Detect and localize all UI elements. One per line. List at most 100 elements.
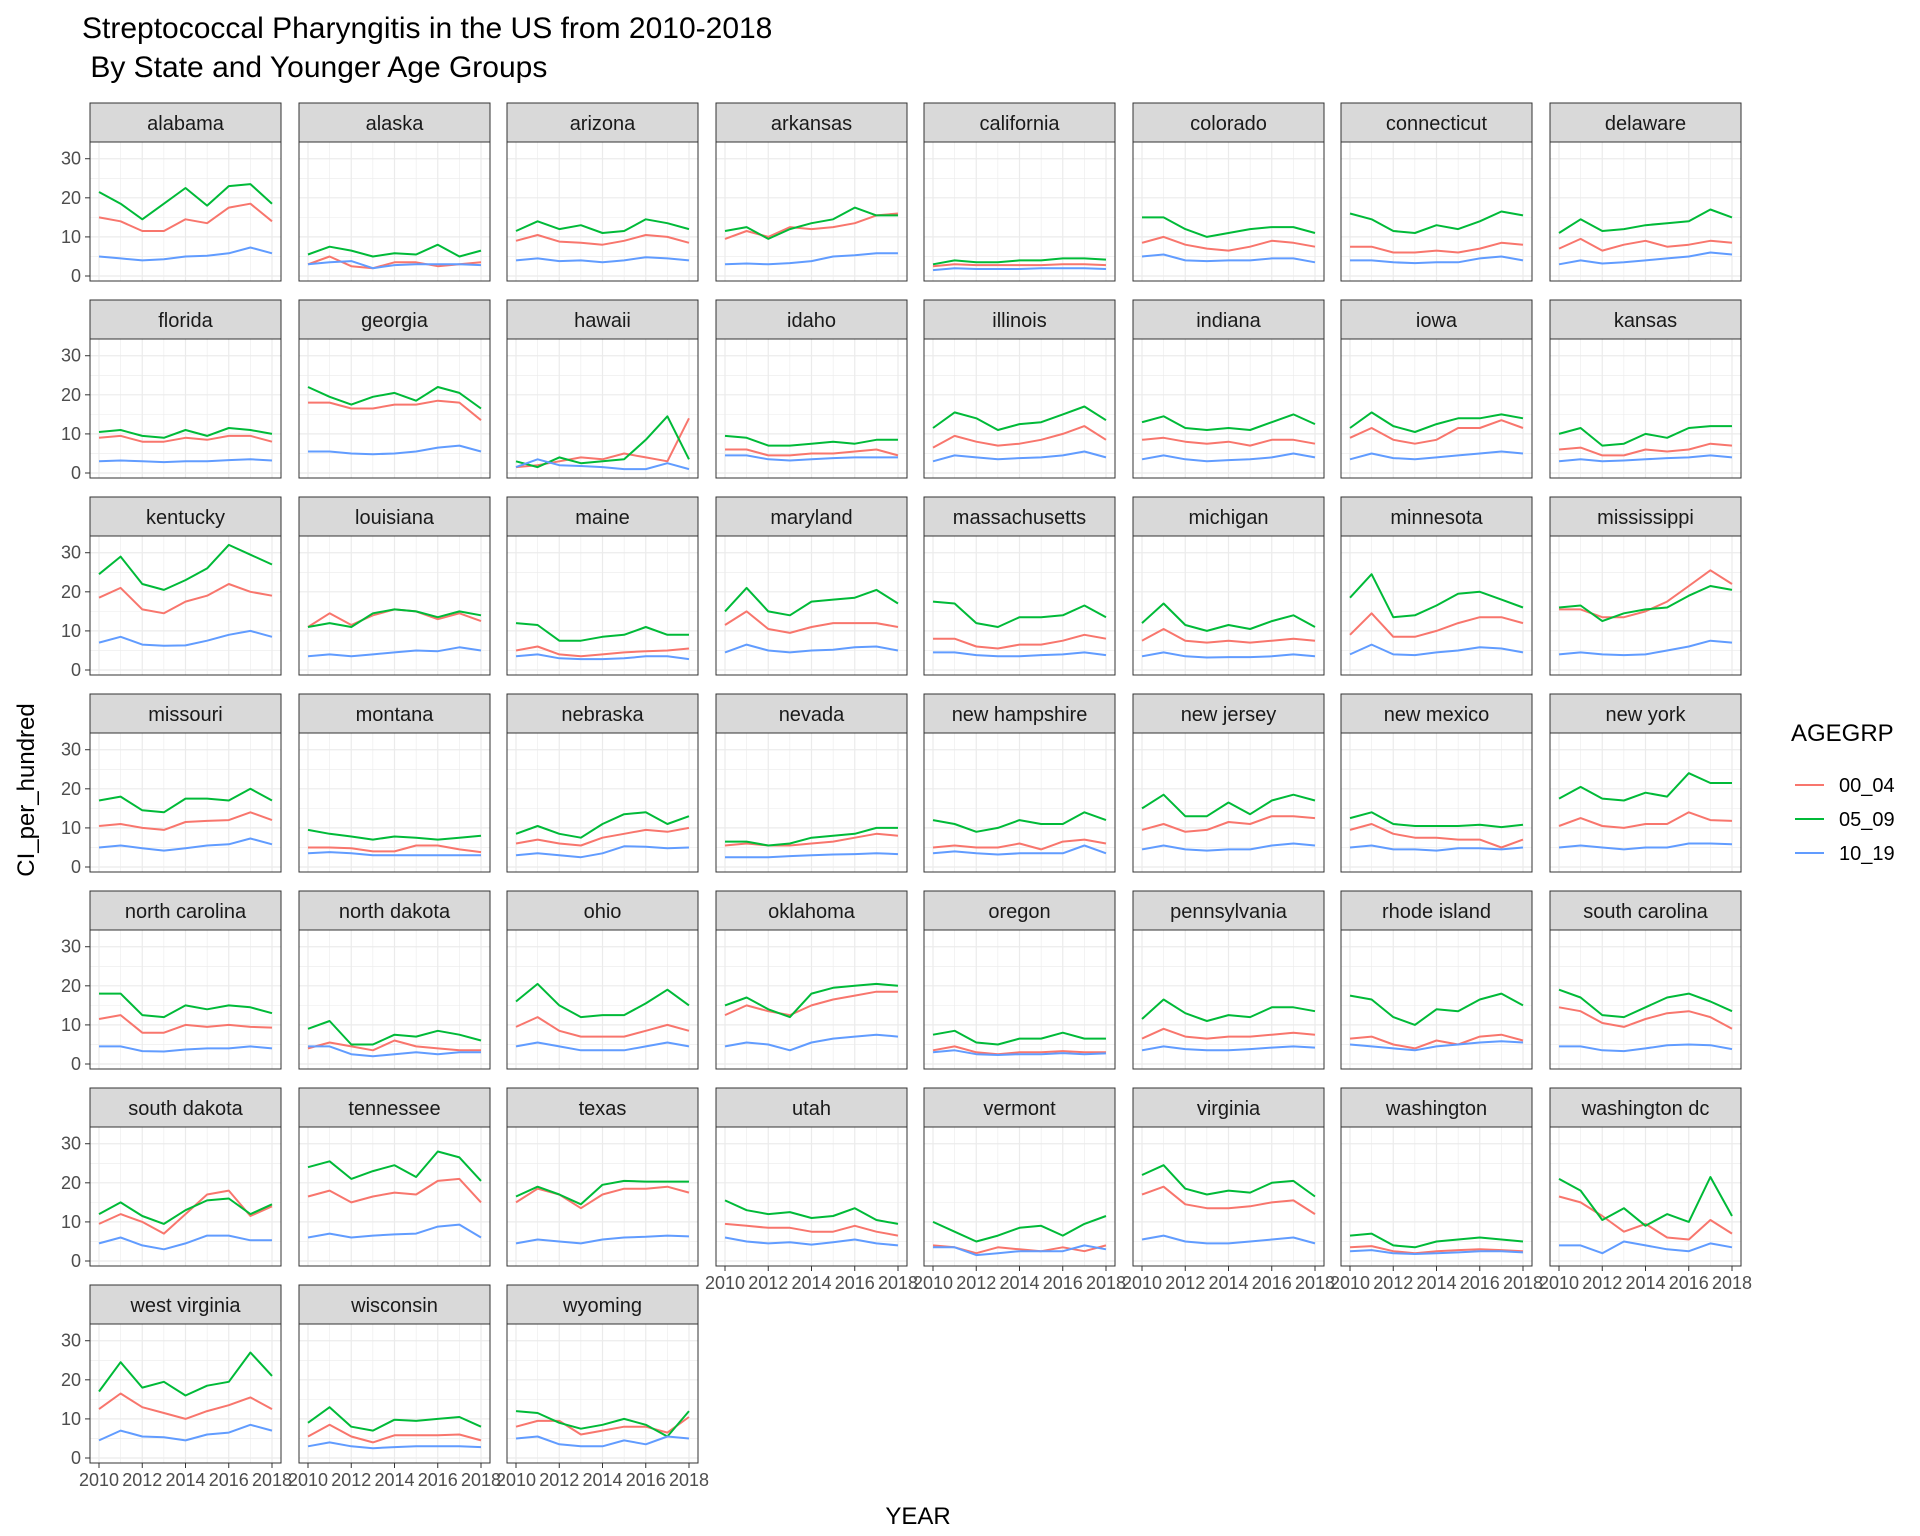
- facet-strip: [506, 496, 699, 537]
- facet-strip-label: wyoming: [562, 1295, 642, 1317]
- panel-vermont: vermont 2010 2012 2014 2016 2018: [913, 1087, 1126, 1293]
- series-line-10_19: [1559, 1240, 1733, 1255]
- facet-strip: [923, 890, 1116, 931]
- facet-panels: alabama 0 10 20 30 alaska arizona arkansas calif…: [61, 102, 1752, 1490]
- facet-strip-label: california: [979, 113, 1060, 135]
- series-line-10_19: [1349, 1249, 1524, 1255]
- panel-border: [298, 929, 491, 1070]
- series-line-00_04: [1141, 1185, 1316, 1215]
- panel-texas: texas: [506, 1087, 699, 1267]
- series-line-00_04: [515, 1185, 690, 1210]
- series-line-10_19: [932, 267, 1107, 272]
- series-line-10_19: [307, 1223, 482, 1239]
- y-tick-label: 30: [61, 1331, 81, 1351]
- panel-colorado: colorado: [1132, 102, 1325, 282]
- gridlines: [1133, 536, 1324, 675]
- panel-border: [923, 535, 1116, 676]
- series-line-00_04: [932, 838, 1107, 851]
- series-line-00_04: [1141, 815, 1316, 833]
- series-line-05_09: [1141, 1164, 1316, 1198]
- series-line-05_09: [724, 434, 898, 447]
- panel-new-york: new york: [1549, 693, 1742, 873]
- x-tick-label: 2016: [1252, 1273, 1292, 1293]
- x-axis: 2010 2012 2014 2016 2018: [79, 1463, 292, 1490]
- panel-border: [89, 732, 282, 873]
- x-tick-label: 2010: [1539, 1273, 1579, 1293]
- facet-strip-label: nevada: [779, 704, 845, 726]
- gridlines: [1133, 930, 1324, 1069]
- panel-new-jersey: new jersey: [1132, 693, 1325, 873]
- facet-strip: [715, 299, 908, 340]
- y-axis: 0 10 20 30: [61, 740, 90, 877]
- panel-border: [1132, 929, 1325, 1070]
- panel-kentucky: kentucky 0 10 20 30: [61, 496, 282, 680]
- facet-strip: [1340, 693, 1533, 734]
- x-tick-label: 2014: [374, 1470, 414, 1490]
- facet-strip-label: oregon: [988, 901, 1050, 923]
- series-line-05_09: [307, 386, 482, 410]
- panel-south-carolina: south carolina: [1549, 890, 1742, 1070]
- panel-border: [89, 535, 282, 676]
- series-line-05_09: [932, 811, 1107, 833]
- series-line-00_04: [98, 434, 273, 443]
- series-line-05_09: [1558, 772, 1732, 802]
- x-tick-label: 2014: [1625, 1273, 1665, 1293]
- y-tick-label: 20: [61, 1370, 81, 1390]
- series-line-10_19: [98, 246, 273, 262]
- gridlines: [1133, 142, 1324, 281]
- x-axis: 2010 2012 2014 2016 2018: [705, 1266, 918, 1293]
- series-line-05_09: [307, 1020, 482, 1046]
- facet-strip: [1549, 1087, 1742, 1128]
- panel-ohio: ohio: [506, 890, 699, 1070]
- facet-strip: [1340, 102, 1533, 143]
- x-axis: 2010 2012 2014 2016 2018: [1122, 1266, 1335, 1293]
- series-line-00_04: [308, 399, 482, 421]
- series-line-10_19: [1349, 844, 1524, 852]
- panel-border: [506, 535, 699, 676]
- y-axis: 0 10 20 30: [61, 1331, 90, 1468]
- gridlines: [716, 733, 907, 872]
- facet-strip: [506, 890, 699, 931]
- x-axis: 2010 2012 2014 2016 2018: [1539, 1266, 1752, 1293]
- panel-nebraska: nebraska: [506, 693, 699, 873]
- gridlines: [1341, 142, 1532, 281]
- panel-michigan: michigan: [1132, 496, 1325, 676]
- facet-strip: [923, 1087, 1116, 1128]
- chart-title-line-2: By State and Younger Age Groups: [82, 51, 547, 84]
- facet-strip: [1549, 496, 1742, 537]
- panel-north-carolina: north carolina 0 10 20 30: [61, 890, 282, 1074]
- panel-maryland: maryland: [715, 496, 908, 676]
- y-tick-label: 10: [61, 424, 81, 444]
- panel-west-virginia: west virginia 0 10 20 30 2010 2012 2014 2016 2018: [61, 1284, 292, 1490]
- x-axis: 2010 2012 2014 2016 2018: [288, 1463, 501, 1490]
- series-line-10_19: [307, 1441, 482, 1450]
- series-line-00_04: [932, 1045, 1106, 1056]
- series-line-10_19: [725, 852, 899, 859]
- series-line-10_19: [98, 458, 273, 464]
- series-line-05_09: [98, 427, 273, 439]
- facet-strip: [298, 496, 491, 537]
- panel-border: [506, 929, 699, 1070]
- x-tick-label: 2018: [252, 1470, 292, 1490]
- legend-title: AGEGRP: [1791, 720, 1894, 747]
- panel-north-dakota: north dakota: [298, 890, 491, 1070]
- panel-wyoming: wyoming 2010 2012 2014 2016 2018: [496, 1284, 709, 1490]
- y-tick-label: 0: [71, 1054, 81, 1074]
- series-line-10_19: [515, 1234, 690, 1245]
- x-axis: 2010 2012 2014 2016 2018: [913, 1266, 1126, 1293]
- panel-border: [715, 732, 908, 873]
- legend-item-00_04: 00_04: [1795, 775, 1895, 797]
- x-tick-label: 2018: [878, 1273, 918, 1293]
- series-line-00_04: [1349, 612, 1524, 638]
- panel-connecticut: connecticut: [1340, 102, 1533, 282]
- panel-new-mexico: new mexico: [1340, 693, 1533, 873]
- panel-georgia: georgia: [298, 299, 491, 479]
- series-line-10_19: [307, 851, 481, 857]
- facet-strip-label: new jersey: [1181, 704, 1277, 726]
- series-line-00_04: [98, 1392, 273, 1420]
- panel-border: [1132, 732, 1325, 873]
- series-line-10_19: [1141, 253, 1316, 264]
- x-tick-label: 2018: [669, 1470, 709, 1490]
- gridlines: [90, 339, 281, 478]
- y-tick-label: 30: [61, 740, 81, 760]
